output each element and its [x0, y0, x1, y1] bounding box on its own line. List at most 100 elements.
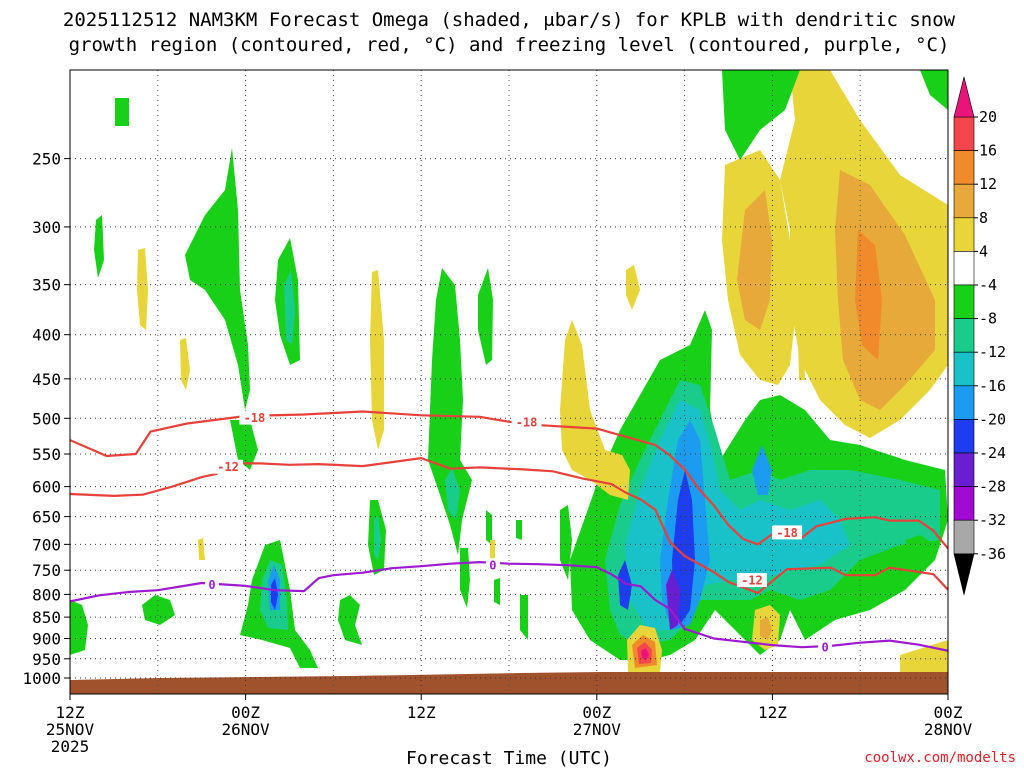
chart-title-line-1: 2025112512 NAM3KM Forecast Omega (shaded…: [63, 9, 956, 31]
shade-top-green: [722, 70, 800, 160]
colorbar-swatch-9: [953, 419, 975, 454]
x-tick-label-36-1: 27NOV: [573, 720, 622, 739]
contour-freezing-level-0c: [70, 561, 948, 652]
x-tick-label-60-1: 28NOV: [924, 720, 973, 739]
contour-label-bg-7: [818, 640, 833, 655]
colorbar-swatch-12: [953, 519, 975, 555]
shade-left-column-b-teal: [284, 270, 295, 345]
shade-yellow-sliver-d: [198, 538, 205, 560]
shade-mid-column-e: [486, 510, 492, 545]
colorbar-label-1: 16: [979, 142, 997, 160]
shade-top-right-green: [920, 70, 948, 110]
shade-left-column-a: [185, 148, 250, 410]
shade-low-blob-e: [905, 535, 935, 565]
ground-surface: [70, 672, 948, 694]
shade-low-blob-a: [70, 600, 88, 655]
colorbar-swatch-1: [953, 150, 975, 185]
contour-label-bg-5: [204, 577, 219, 592]
colorbar-top-arrow: [953, 76, 975, 118]
shade-mid-column-h: [520, 595, 528, 640]
y-tick-label-350: 350: [32, 276, 61, 295]
y-tick-label-850: 850: [32, 608, 61, 627]
shade-mid-column-c-teal: [374, 515, 381, 560]
colorbar-label-10: -24: [979, 444, 1006, 462]
contour-label-7: 0: [821, 641, 828, 655]
y-tick-label-950: 950: [32, 650, 61, 669]
shade-yellow-sliver-f: [626, 265, 640, 310]
shade-low-blob-c: [338, 595, 362, 645]
contour-label-bg-2: [772, 525, 803, 540]
colorbar-label-12: -32: [979, 511, 1006, 529]
shade-cyan-right: [752, 445, 772, 495]
colorbar-swatch-5: [953, 284, 975, 319]
y-tick-label-1000: 1000: [22, 669, 61, 688]
contour-label-3: -12: [217, 460, 239, 474]
colorbar-label-3: 8: [979, 209, 988, 227]
contour-label-bg-0: [239, 410, 270, 425]
shade-mid-column-i: [560, 505, 572, 580]
shade-mid-column-a: [428, 268, 472, 555]
colorbar-label-8: -16: [979, 377, 1006, 395]
x-tick-label-12-1: 26NOV: [222, 720, 271, 739]
shade-left-column-d: [94, 215, 104, 278]
shade-left-column-c: [230, 420, 258, 470]
shade-mid-column-f: [494, 578, 500, 605]
colorbar-label-0: 20: [979, 108, 997, 126]
contour-label-1: -18: [516, 416, 538, 430]
shade-upper-left-orange: [737, 190, 772, 330]
plot-frame: [69, 69, 949, 695]
x-tick-label-0-1: 25NOV: [46, 720, 95, 739]
contour-dgz-minus18: [70, 410, 948, 550]
y-tick-label-550: 550: [32, 445, 61, 464]
colorbar-bottom-arrow: [953, 553, 975, 595]
shade-orange-low-right: [760, 617, 772, 640]
colorbar-swatch-0: [953, 116, 975, 151]
shade-orange-strong: [855, 230, 882, 360]
contour-label-bg-6: [485, 558, 500, 573]
colorbar-label-6: -8: [979, 310, 997, 328]
y-tick-label-800: 800: [32, 585, 61, 604]
shade-yellow-sliver-g: [798, 340, 805, 380]
x-tick-label-36-0: 00Z: [582, 703, 611, 722]
x-tick-label-60-0: 00Z: [934, 703, 963, 722]
y-tick-label-400: 400: [32, 326, 61, 345]
shade-blue-left: [618, 560, 632, 610]
shade-left-square: [115, 98, 129, 126]
shade-mid-column-b: [478, 268, 493, 365]
y-tick-label-600: 600: [32, 478, 61, 497]
contour-label-bg-4: [736, 573, 767, 588]
y-tick-label-900: 900: [32, 630, 61, 649]
y-tick-label-250: 250: [32, 150, 61, 169]
credit-text: coolwx.com/modelts: [864, 750, 1016, 766]
colorbar-label-11: -28: [979, 478, 1006, 496]
shade-mid-column-g: [516, 520, 522, 540]
y-tick-label-500: 500: [32, 409, 61, 428]
shade-mid-column-a-teal: [445, 468, 460, 520]
contour-label-6: 0: [489, 559, 496, 573]
y-tick-label-750: 750: [32, 561, 61, 580]
contour-label-bg-1: [511, 415, 542, 430]
shade-sink-magenta: [641, 648, 649, 660]
x-tick-label-0-2: 2025: [51, 737, 90, 756]
contour-label-4: -12: [741, 574, 763, 588]
colorbar-swatch-10: [953, 452, 975, 487]
colorbar-label-9: -20: [979, 410, 1006, 428]
y-axis-pressure: 250 300 350 400 450 500 550 600 650 700 750 800 850 9…: [22, 150, 70, 688]
contour-label-5: 0: [208, 578, 215, 592]
colorbar-label-13: -36: [979, 545, 1006, 563]
shade-purple-core: [666, 570, 680, 630]
y-tick-label-700: 700: [32, 535, 61, 554]
y-tick-label-650: 650: [32, 508, 61, 527]
shade-low-left-deep: [271, 578, 278, 610]
colorbar-swatch-2: [953, 183, 975, 219]
x-tick-label-24-0: 12Z: [407, 703, 436, 722]
shade-yellow-sliver-e: [490, 540, 495, 560]
y-tick-label-450: 450: [32, 370, 61, 389]
colorbar-label-5: -4: [979, 276, 997, 294]
omega-shading: [70, 70, 948, 694]
colorbar-swatch-3: [953, 217, 975, 252]
colorbar-swatch-4: [953, 251, 975, 286]
colorbar-label-2: 12: [979, 175, 997, 193]
shade-yellow-band-mid: [560, 320, 630, 500]
